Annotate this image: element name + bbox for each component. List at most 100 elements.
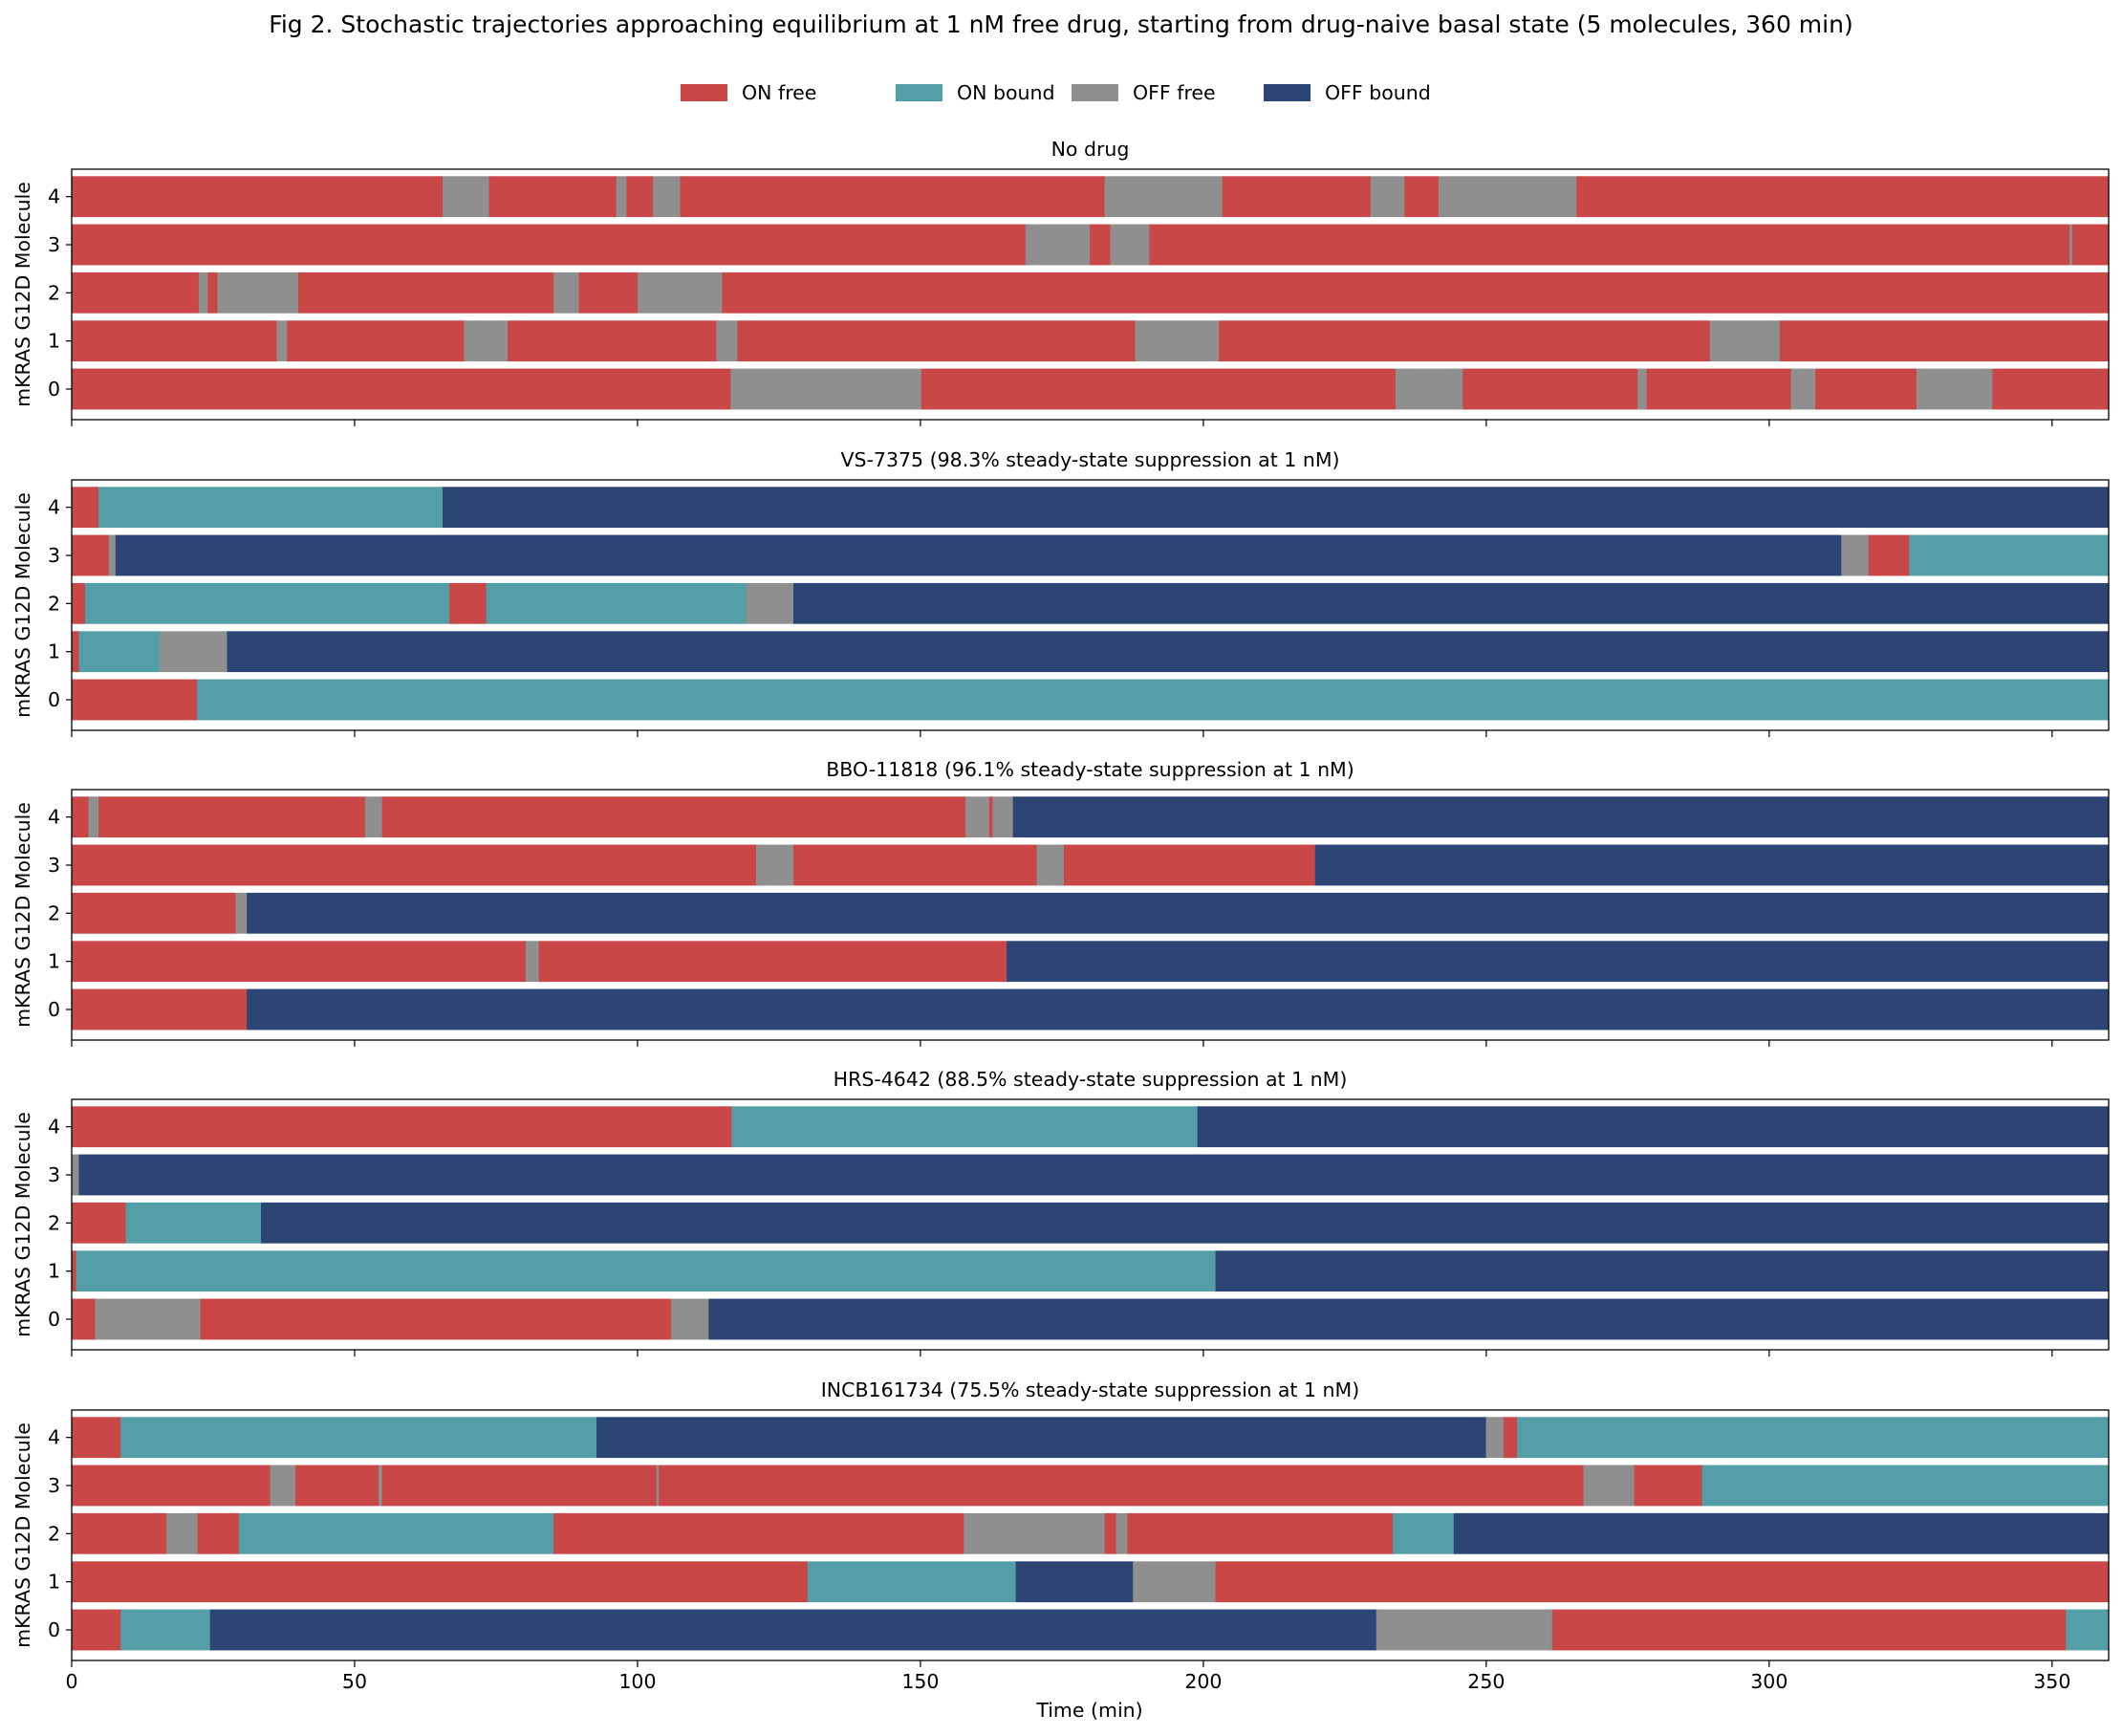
y-tick-label: 0 — [48, 1308, 60, 1331]
segment-off-bound — [209, 1609, 1377, 1651]
y-tick-label: 2 — [48, 901, 60, 924]
segment-off-free — [755, 844, 794, 886]
segment-on-free — [71, 1202, 127, 1244]
molecule-row-4 — [71, 796, 2110, 838]
legend-swatch-off-bound — [1264, 84, 1311, 101]
segment-off-free — [964, 1512, 1106, 1554]
segment-on-free — [71, 1298, 97, 1340]
segment-on-free — [98, 796, 366, 838]
y-tick-label: 4 — [48, 496, 60, 519]
segment-on-free — [207, 271, 219, 314]
segment-on-free — [737, 320, 1137, 362]
segment-off-bound — [1007, 941, 2110, 983]
segment-on-free — [921, 368, 1397, 410]
segment-on-bound — [120, 1609, 211, 1651]
segment-off-free — [71, 1154, 79, 1196]
segment-on-bound — [78, 631, 161, 673]
y-axis-label: mKRAS G12D Molecule — [11, 802, 34, 1028]
segment-on-free — [71, 1250, 77, 1292]
segment-off-free — [553, 271, 580, 314]
segment-on-free — [71, 796, 90, 838]
panel-title: BBO-11818 (96.1% steady-state suppressio… — [826, 758, 1354, 781]
segment-on-free — [793, 844, 1038, 886]
molecule-row-2 — [71, 1512, 2110, 1554]
segment-on-free — [553, 1512, 964, 1554]
segment-on-free — [2071, 224, 2110, 266]
segment-off-free — [166, 1512, 199, 1554]
segment-off-bound — [596, 1417, 1487, 1459]
molecule-row-3 — [71, 224, 2110, 266]
molecule-row-1 — [71, 320, 2110, 362]
segment-on-free — [1090, 224, 1112, 266]
y-tick-label: 4 — [48, 1426, 60, 1449]
molecule-row-0 — [71, 988, 2110, 1031]
segment-off-bound — [78, 1154, 2110, 1196]
segment-off-free — [1438, 176, 1577, 218]
y-tick-label: 2 — [48, 1522, 60, 1545]
segment-on-free — [680, 176, 1106, 218]
segment-on-free — [1127, 1512, 1394, 1554]
x-tick-label: 150 — [901, 1670, 939, 1693]
segment-off-free — [671, 1298, 709, 1340]
segment-on-bound — [197, 679, 2110, 721]
segment-on-free — [197, 1512, 240, 1554]
molecule-row-2 — [71, 892, 2110, 934]
segment-on-bound — [2066, 1609, 2110, 1651]
segment-off-bound — [1015, 1561, 1134, 1603]
segment-on-free — [295, 1465, 379, 1507]
segment-on-free — [722, 271, 2110, 314]
segment-on-free — [1779, 320, 2110, 362]
molecule-row-2 — [71, 1202, 2110, 1244]
y-tick-label: 3 — [48, 1474, 60, 1497]
segment-off-free — [1116, 1512, 1128, 1554]
figure-title: Fig 2. Stochastic trajectories approachi… — [269, 11, 1852, 38]
segment-off-free — [1841, 534, 1870, 576]
segment-on-free — [71, 487, 99, 529]
molecule-row-0 — [71, 1609, 2110, 1651]
legend-label-on-free: ON free — [742, 81, 816, 104]
y-tick-label: 3 — [48, 233, 60, 256]
panel-title: VS-7375 (98.3% steady-state suppression … — [840, 448, 1339, 471]
segment-off-free — [88, 796, 99, 838]
x-tick-label: 350 — [2033, 1670, 2070, 1693]
segment-on-free — [71, 1106, 733, 1148]
segment-off-free — [1133, 1561, 1217, 1603]
x-axis-label: Time (min) — [1035, 1699, 1142, 1722]
molecule-row-1 — [71, 1561, 2110, 1603]
panel-2: BBO-11818 (96.1% steady-state suppressio… — [11, 758, 2110, 1047]
segment-off-free — [1637, 368, 1648, 410]
segment-on-free — [1992, 368, 2110, 410]
y-tick-label: 1 — [48, 640, 60, 663]
segment-off-free — [1135, 320, 1220, 362]
segment-on-free — [1219, 320, 1711, 362]
segment-off-free — [364, 796, 383, 838]
segment-off-free — [108, 534, 117, 576]
segment-on-free — [71, 1609, 121, 1651]
y-axis-label: mKRAS G12D Molecule — [11, 182, 34, 407]
molecule-row-4 — [71, 176, 2110, 218]
y-axis-label: mKRAS G12D Molecule — [11, 492, 34, 718]
y-tick-label: 3 — [48, 544, 60, 567]
segment-on-free — [1104, 1512, 1117, 1554]
x-tick-label: 100 — [618, 1670, 656, 1693]
segment-off-bound — [247, 892, 2110, 934]
segment-off-free — [638, 271, 724, 314]
panel-0: No drug 0 1 2 3 4 mKRAS G12D Molecule — [11, 138, 2110, 426]
segment-on-free — [71, 844, 757, 886]
segment-on-free — [1404, 176, 1440, 218]
segment-off-free — [1036, 844, 1065, 886]
segment-on-bound — [731, 1106, 1199, 1148]
segment-on-free — [381, 796, 777, 838]
y-tick-label: 1 — [48, 950, 60, 973]
segment-on-bound — [1909, 534, 2110, 576]
y-tick-label: 2 — [48, 1211, 60, 1234]
segment-on-free — [988, 796, 993, 838]
segment-on-free — [71, 941, 527, 983]
panel-title: INCB161734 (75.5% steady-state suppressi… — [821, 1378, 1359, 1401]
segment-off-bound — [227, 631, 2110, 673]
panels: No drug 0 1 2 3 4 mKRAS G12D Molecule VS-7375 (… — [11, 138, 2110, 1693]
segment-off-free — [1025, 224, 1091, 266]
segment-on-bound — [1517, 1417, 2110, 1459]
segment-on-free — [1149, 224, 2070, 266]
segment-on-free — [1576, 176, 2110, 218]
